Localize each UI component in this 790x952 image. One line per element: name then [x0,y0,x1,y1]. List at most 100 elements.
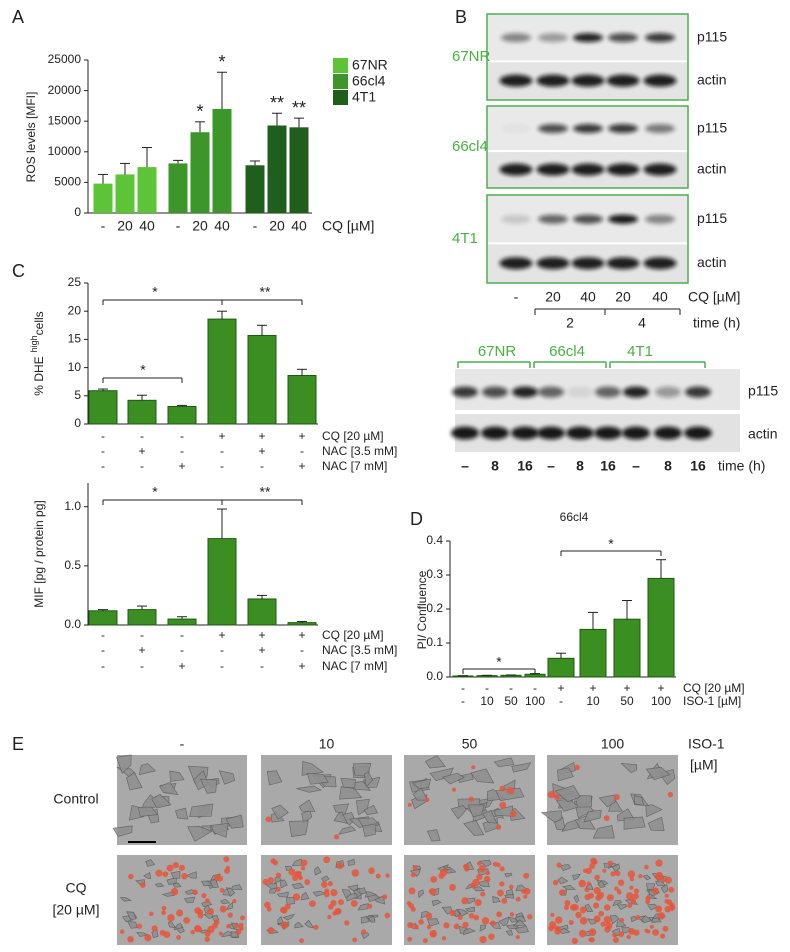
y-axis-label-part: % DHE [32,356,46,395]
cell [112,825,133,837]
pi-stained-cell [151,925,158,932]
blot-band [606,74,640,87]
cell [226,901,234,911]
blot-band [501,33,531,43]
pi-stained-cell [652,887,659,894]
cell [572,873,581,881]
pi-stained-cell [584,887,590,893]
pi-stained-cell [655,859,663,867]
legend-label: 4T1 [352,89,376,105]
pi-stained-cell [181,873,188,880]
pi-stained-cell [558,889,566,896]
pi-stained-cell [584,893,591,901]
y-axis-label: MIF [pg / protein pg] [32,500,46,607]
pi-stained-cell [499,881,505,887]
pi-stained-cell [451,787,457,792]
pi-stained-cell [161,905,167,911]
blot-band [501,214,531,224]
pi-stained-cell [550,912,555,917]
blot-band [623,386,649,398]
column-label: - [180,736,185,752]
blot-band [608,33,638,43]
condition-level: - [180,444,184,458]
pi-stained-cell [375,873,381,879]
cell [463,819,485,836]
row-label: [20 µM] [53,902,100,918]
significance: * [496,654,502,670]
cell [298,799,316,813]
cell [492,895,501,903]
pi-stained-cell [626,934,631,940]
y-tick-label: 15 [68,332,82,346]
x-tick-label: 40 [214,218,230,234]
cell [584,903,594,913]
cell [511,762,532,773]
pi-stained-cell [235,929,242,935]
blot-band [608,124,638,134]
pi-stained-cell [604,904,611,911]
condition-label: CQ [20 µM] [322,628,384,642]
pi-stained-cell [468,796,474,802]
y-tick-label: 10 [68,360,82,374]
pi-stained-cell [633,888,640,894]
lane-label: 40 [580,289,596,305]
time-axis-label: time (h) [718,458,765,474]
cell [187,826,213,842]
cell [175,807,189,820]
pi-stained-cell [298,875,303,881]
condition-label: NAC [3.5 mM] [322,444,397,458]
condition-level: + [298,429,305,443]
x-tick-label: - [253,218,258,234]
cell [173,923,184,931]
condition-level: - [101,628,105,642]
y-axis-label: % DHE highcells [29,311,46,395]
blot-band [537,426,565,440]
pi-stained-cell [610,871,616,877]
pi-stained-cell [590,857,597,865]
pi-stained-cell [588,928,597,937]
bar [167,618,197,626]
y-axis-label-part: cells [32,311,46,335]
pi-stained-cell [213,919,220,925]
cell [170,870,181,880]
cell [183,896,196,904]
cell [347,884,359,891]
cell [276,891,289,898]
legend-swatch [333,58,348,73]
pi-stained-cell [422,938,428,944]
pi-stained-cell [657,912,666,920]
condition-level: + [657,681,664,695]
pi-stained-cell [162,871,169,878]
cell [341,889,352,899]
cell [592,825,615,839]
cell [312,890,327,897]
pi-stained-cell [430,932,436,938]
pi-stained-cell [407,802,412,807]
pi-stained-cell [574,764,580,771]
pi-stained-cell [207,908,215,916]
blot-band [594,426,622,440]
cell [300,891,310,901]
blot-band [481,426,509,440]
blot-band [685,386,711,398]
blot-frame [486,105,689,189]
pi-stained-cell [627,902,633,908]
x-tick-label: 20 [192,218,208,234]
condition-level: - [461,694,465,708]
pi-stained-cell [413,924,419,930]
y-axis-label: PI/ Confluence [415,570,429,649]
bar [247,334,277,425]
blot-band [645,33,675,43]
column-label: 100 [601,736,625,752]
bar [93,183,113,213]
pi-stained-cell [136,923,143,929]
pi-stained-cell [265,816,272,823]
pi-stained-cell [218,931,223,936]
pi-stained-cell [668,886,675,893]
cell [612,900,623,907]
protein-label: actin [697,254,727,270]
condition-level: - [101,459,105,473]
lane-label: 16 [600,458,616,474]
panel-label: C [12,261,25,281]
cell [209,878,219,889]
